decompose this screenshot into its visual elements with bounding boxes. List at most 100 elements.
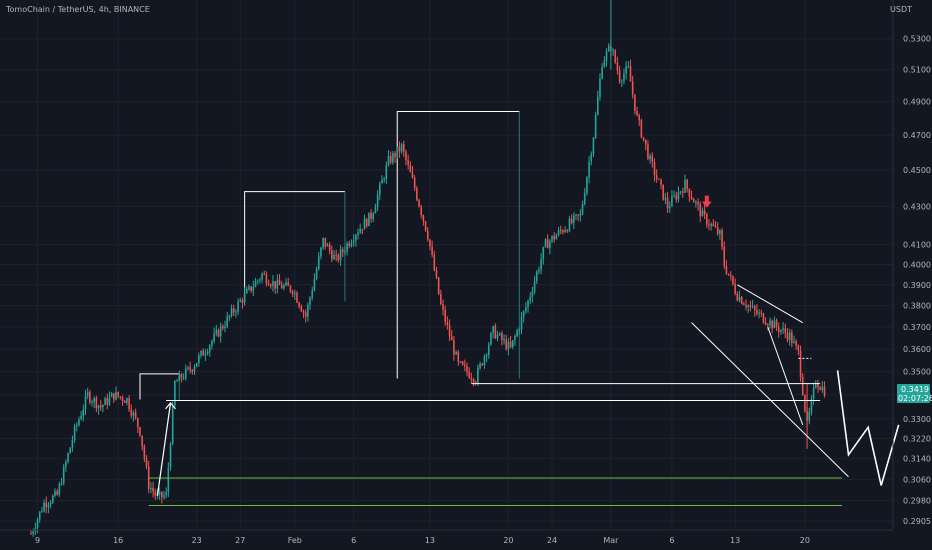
time-tick-label: 20 — [503, 536, 513, 545]
channel-line — [767, 326, 804, 426]
candle-body — [723, 246, 726, 266]
candle-body — [341, 249, 344, 252]
candle-body — [167, 467, 170, 493]
candle-body — [699, 204, 702, 217]
candle-body — [307, 304, 309, 317]
candle-body — [488, 344, 490, 355]
candle-body — [211, 340, 213, 346]
candle-body — [749, 305, 752, 307]
candle-body — [176, 380, 178, 382]
candle-body — [357, 233, 359, 236]
price-tick-label: 0.3220 — [903, 434, 931, 443]
candle-body — [570, 218, 573, 223]
candle-body — [732, 276, 734, 284]
candle-body — [385, 165, 388, 179]
price-tick-label: 0.3300 — [903, 415, 931, 424]
price-tick-label: 0.4000 — [903, 260, 931, 269]
candle-body — [261, 273, 263, 280]
candle-body — [331, 250, 333, 260]
candle-body — [614, 50, 617, 63]
candle-body — [337, 255, 340, 261]
candle-body — [372, 213, 375, 219]
price-tick-label: 0.3060 — [903, 475, 931, 484]
candle-body — [215, 329, 218, 334]
candle-body — [527, 300, 529, 308]
candle-body — [213, 333, 215, 341]
sell-arrow-icon — [701, 195, 712, 208]
candle-body — [603, 60, 606, 68]
candle-body — [658, 178, 660, 180]
symbol-title[interactable]: TomoChain / TetherUS, 4h, BINANCE — [6, 5, 150, 14]
candle-body — [780, 330, 782, 332]
chart-grid — [0, 0, 893, 530]
candle-body — [529, 296, 532, 301]
candle-body — [797, 345, 800, 351]
price-tick-label: 0.5100 — [903, 66, 931, 75]
candle-body — [99, 405, 102, 408]
candle-body — [200, 350, 202, 356]
candle-body — [815, 384, 817, 388]
time-axis[interactable]: 9 16 23 27 Feb 6 13 20 24 Mar 6 13 20 — [35, 536, 810, 545]
candle-body — [376, 194, 379, 207]
candle-body — [78, 419, 80, 426]
candle-body — [97, 405, 100, 409]
candle-body — [248, 286, 250, 290]
candle-body — [605, 51, 608, 61]
candle-body — [819, 387, 821, 390]
candle-body — [642, 137, 645, 140]
candle-body — [620, 80, 623, 82]
candle-body — [706, 214, 708, 225]
candle-body — [745, 304, 747, 308]
candle-body — [588, 161, 590, 178]
candle-body — [302, 311, 305, 313]
candle-body — [666, 197, 669, 209]
candle-body — [453, 340, 455, 355]
candle-body — [392, 153, 394, 163]
candle-body — [152, 487, 154, 492]
candle-body — [764, 322, 767, 325]
candle-body — [634, 94, 636, 111]
price-axis[interactable]: 0.5300 0.5100 0.4900 0.4700 0.4500 0.4300 0.41… — [903, 35, 931, 526]
candle-body — [73, 425, 76, 441]
candle-body — [431, 246, 433, 255]
candle-body — [793, 341, 795, 343]
candle-body — [365, 218, 368, 227]
candle-body — [89, 392, 91, 403]
candle-body — [326, 244, 329, 247]
candle-body — [82, 409, 85, 416]
candle-body — [95, 398, 98, 409]
candle-body — [459, 361, 462, 363]
candle-body — [760, 312, 763, 314]
candle-body — [243, 293, 246, 303]
candle-body — [712, 223, 715, 226]
price-tick-label: 0.4300 — [903, 202, 931, 211]
candle-body — [184, 368, 187, 379]
candle-body — [638, 115, 641, 121]
candle-body — [775, 320, 778, 328]
candle-body — [47, 504, 50, 508]
candle-body — [102, 405, 104, 408]
candle-body — [599, 78, 601, 97]
candle-body — [437, 277, 440, 295]
candle-body — [446, 322, 449, 325]
candle-body — [786, 333, 789, 340]
time-tick-label: 9 — [35, 536, 40, 545]
candle-body — [304, 312, 307, 317]
candle-body — [697, 202, 699, 205]
candle-body — [182, 378, 185, 380]
price-tick-label: 0.5300 — [903, 35, 931, 44]
candle-body — [592, 137, 595, 155]
candle-body — [368, 212, 370, 227]
candle-body — [30, 533, 32, 535]
candle-body — [751, 306, 754, 308]
candle-body — [359, 228, 361, 234]
candle-body — [557, 230, 560, 236]
candle-body — [725, 265, 728, 274]
candle-body — [727, 273, 730, 275]
candle-body — [237, 301, 239, 312]
candle-body — [178, 373, 181, 381]
candle-body — [394, 153, 396, 157]
candle-body — [631, 81, 634, 95]
